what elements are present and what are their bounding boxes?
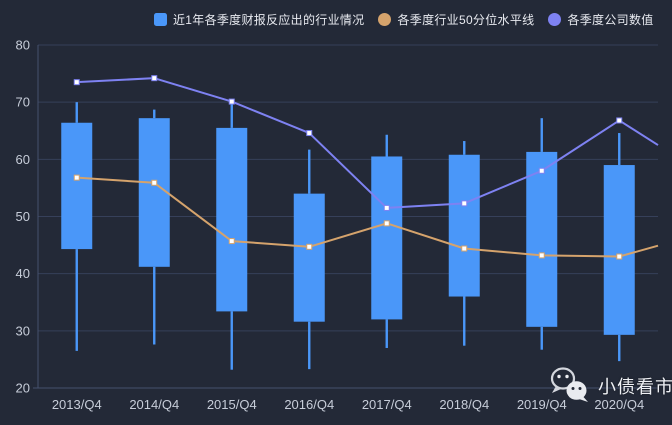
company-line-series-icon [548, 13, 562, 26]
candle-2014/Q4 [138, 118, 170, 267]
svg-text:30: 30 [16, 323, 30, 338]
legend-item-industry-range[interactable]: 近1年各季度财报反应出的行业情况 [154, 11, 364, 28]
data-point [228, 98, 235, 105]
data-point [383, 204, 390, 211]
candle-2015/Q4 [216, 127, 248, 312]
data-point [461, 245, 468, 252]
legend-label-industry-range: 近1年各季度财报反应出的行业情况 [173, 13, 365, 27]
svg-text:60: 60 [16, 152, 30, 167]
candle-2016/Q4 [293, 193, 325, 322]
svg-text:50: 50 [16, 209, 30, 224]
candle-2017/Q4 [371, 156, 403, 320]
x-axis-labels: 2013/Q4 2014/Q4 2015/Q4 2016/Q4 2017/Q4 2018/… [52, 397, 644, 412]
svg-text:2013/Q4: 2013/Q4 [52, 397, 102, 412]
data-point [228, 238, 235, 245]
svg-text:70: 70 [16, 95, 30, 110]
axes [33, 45, 658, 389]
data-point [151, 75, 158, 82]
data-point [383, 220, 390, 227]
wechat-logo-icon [550, 367, 588, 402]
data-point [73, 174, 80, 181]
legend-item-50th-percentile[interactable]: 各季度行业50分位水平线 [378, 11, 534, 28]
candlestick-series-icon [154, 13, 167, 26]
data-point [73, 79, 80, 86]
watermark: 小债看市 [547, 366, 672, 406]
svg-text:2019/Q4: 2019/Q4 [517, 397, 567, 412]
legend-label-company-value: 各季度公司数值 [567, 13, 654, 27]
svg-text:2018/Q4: 2018/Q4 [439, 397, 489, 412]
svg-text:20: 20 [16, 381, 30, 396]
data-point [616, 253, 623, 260]
candle-2019/Q4 [526, 151, 558, 327]
line-series-company-value [73, 75, 659, 211]
watermark-text: 小债看市 [598, 377, 672, 397]
svg-text:80: 80 [16, 38, 30, 53]
svg-text:2017/Q4: 2017/Q4 [362, 397, 412, 412]
legend-label-50th-percentile: 各季度行业50分位水平线 [397, 13, 535, 27]
data-point [151, 179, 158, 186]
svg-text:2014/Q4: 2014/Q4 [129, 397, 179, 412]
y-axis-labels: 20 30 40 50 60 70 80 [16, 38, 30, 396]
legend-item-company-value[interactable]: 各季度公司数值 [548, 11, 653, 28]
data-point [461, 200, 468, 207]
svg-text:2020/Q4: 2020/Q4 [594, 397, 644, 412]
candlestick-series [61, 102, 635, 370]
legend: 近1年各季度财报反应出的行业情况 各季度行业50分位水平线 各季度公司数值 [154, 11, 654, 28]
candle-2018/Q4 [448, 154, 480, 297]
percentile-line-series-icon [378, 13, 392, 26]
candle-2020/Q4 [603, 165, 635, 335]
svg-text:2015/Q4: 2015/Q4 [207, 397, 257, 412]
data-point [616, 117, 623, 124]
data-point [538, 167, 545, 174]
candle-2013/Q4 [61, 122, 93, 250]
line-series-50th-percentile [73, 174, 659, 260]
data-point [306, 130, 313, 137]
svg-text:40: 40 [16, 266, 30, 281]
gridlines [38, 44, 658, 332]
svg-text:2016/Q4: 2016/Q4 [284, 397, 334, 412]
data-point [538, 252, 545, 259]
data-point [306, 243, 313, 250]
